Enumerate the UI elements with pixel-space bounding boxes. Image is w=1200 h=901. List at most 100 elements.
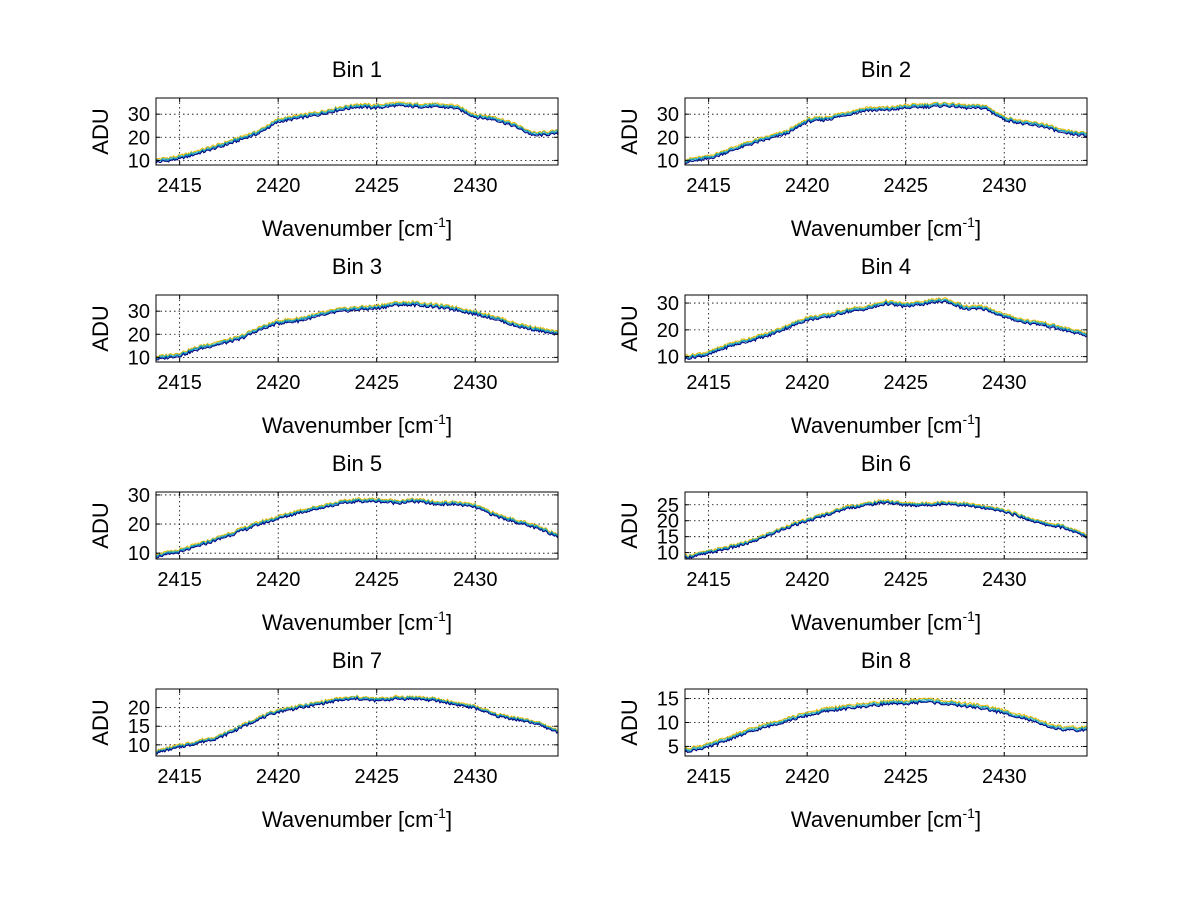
x-axis-label: Wavenumber [cm-1] <box>262 411 452 438</box>
x-tick-label: 2415 <box>157 372 202 394</box>
y-axis-label: ADU <box>88 305 113 351</box>
y-axis-label: ADU <box>617 108 642 154</box>
x-tick-label: 2425 <box>883 175 928 197</box>
series-group <box>156 694 558 755</box>
axes-frame <box>155 491 559 560</box>
series-line-s1 <box>156 496 558 556</box>
x-tick-label: 2425 <box>354 569 399 591</box>
axes-frame <box>684 491 1088 560</box>
axes-background <box>156 98 558 165</box>
y-tick-label: 20 <box>128 698 150 720</box>
series-line-s2 <box>156 497 558 557</box>
y-tick-label: 20 <box>657 127 679 149</box>
series-line-s2 <box>156 102 558 162</box>
subplot-title: Bin 1 <box>332 57 382 82</box>
axes-background <box>156 295 558 362</box>
subplot-bin-5: 2415 2420 2425 2430 10 20 30 Bin 5 Wavenumber [c… <box>88 451 559 635</box>
y-axis-label: ADU <box>88 502 113 548</box>
series-line-s4 <box>156 696 558 755</box>
x-axis-label: Wavenumber [cm-1] <box>262 805 452 832</box>
x-tick-label: 2415 <box>157 766 202 788</box>
x-tick-label: 2415 <box>686 175 731 197</box>
x-tick-label: 2415 <box>157 175 202 197</box>
series-line-s3 <box>685 299 1087 359</box>
x-tick-label: 2420 <box>256 766 301 788</box>
axes-background <box>685 295 1087 362</box>
axes-frame <box>155 97 559 166</box>
series-group <box>685 697 1087 754</box>
x-tick-label: 2415 <box>157 569 202 591</box>
axes-background <box>156 492 558 559</box>
series-line-s2 <box>685 102 1087 163</box>
y-tick-label: 10 <box>657 713 679 735</box>
y-tick-label: 20 <box>128 324 150 346</box>
x-tick-label: 2425 <box>883 569 928 591</box>
y-tick-label: 20 <box>128 514 150 536</box>
series-line-s1 <box>685 101 1087 162</box>
x-tick-label: 2430 <box>982 766 1027 788</box>
x-tick-label: 2425 <box>883 766 928 788</box>
x-tick-label: 2425 <box>354 372 399 394</box>
subplot-title: Bin 5 <box>332 451 382 476</box>
x-tick-label: 2425 <box>883 372 928 394</box>
x-tick-label: 2425 <box>354 766 399 788</box>
series-group <box>156 300 558 361</box>
y-tick-label: 20 <box>657 511 679 533</box>
y-tick-label: 15 <box>128 716 150 738</box>
series-line-s4 <box>156 104 558 164</box>
series-line-s3 <box>156 695 558 754</box>
series-line-s4 <box>685 300 1087 361</box>
x-tick-label: 2420 <box>785 766 830 788</box>
series-line-s1 <box>685 499 1087 557</box>
series-group <box>685 101 1087 165</box>
x-tick-label: 2420 <box>785 175 830 197</box>
series-line-s4 <box>156 303 558 361</box>
subplot-title: Bin 6 <box>861 451 911 476</box>
subplot-title: Bin 3 <box>332 254 382 279</box>
y-axis-label: ADU <box>88 699 113 745</box>
y-tick-label: 10 <box>128 735 150 757</box>
subplot-bin-4: 2415 2420 2425 2430 10 20 30 Bin 4 Wavenumber [c… <box>617 254 1088 438</box>
series-group <box>685 297 1087 361</box>
x-tick-label: 2420 <box>256 569 301 591</box>
series-line-s3 <box>156 498 558 558</box>
series-line-s4 <box>156 499 558 559</box>
series-line-s3 <box>685 700 1087 753</box>
x-tick-label: 2415 <box>686 766 731 788</box>
series-line-s1 <box>156 300 558 358</box>
x-tick-label: 2430 <box>982 372 1027 394</box>
x-tick-label: 2430 <box>453 372 498 394</box>
y-tick-label: 30 <box>657 104 679 126</box>
x-tick-label: 2430 <box>453 766 498 788</box>
series-line-s4 <box>685 700 1087 754</box>
axes-frame <box>155 294 559 363</box>
y-tick-label: 15 <box>657 689 679 711</box>
subplot-title: Bin 4 <box>861 254 911 279</box>
series-line-s3 <box>156 103 558 163</box>
x-axis-label: Wavenumber [cm-1] <box>791 805 981 832</box>
x-tick-label: 2415 <box>686 569 731 591</box>
y-tick-label: 30 <box>128 104 150 126</box>
x-axis-label: Wavenumber [cm-1] <box>791 411 981 438</box>
series-line-s4 <box>685 501 1087 559</box>
x-axis-label: Wavenumber [cm-1] <box>262 214 452 241</box>
x-axis-label: Wavenumber [cm-1] <box>791 214 981 241</box>
series-line-s3 <box>685 500 1087 559</box>
y-tick-label: 30 <box>657 293 679 315</box>
y-tick-label: 5 <box>668 736 679 758</box>
subplot-title: Bin 8 <box>861 648 911 673</box>
y-tick-label: 10 <box>128 347 150 369</box>
y-tick-label: 10 <box>657 150 679 172</box>
y-tick-label: 10 <box>657 347 679 369</box>
x-tick-label: 2430 <box>453 569 498 591</box>
y-axis-label: ADU <box>617 502 642 548</box>
series-line-s4 <box>685 104 1087 165</box>
axes-frame <box>684 97 1088 166</box>
x-tick-label: 2420 <box>785 569 830 591</box>
axes-background <box>685 689 1087 756</box>
x-tick-label: 2420 <box>256 372 301 394</box>
x-tick-label: 2420 <box>256 175 301 197</box>
